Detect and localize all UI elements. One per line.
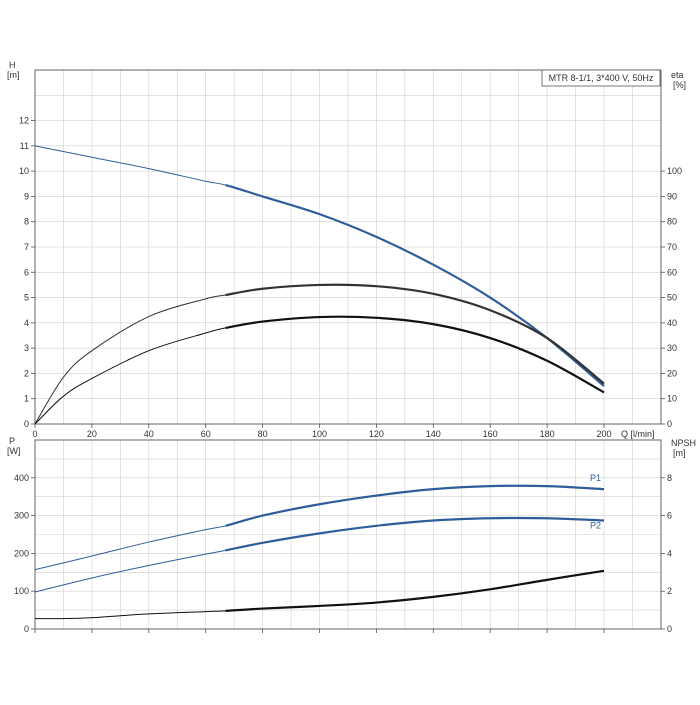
series-line-p1-operating	[225, 484, 605, 527]
y-right-axis-unit: [m]	[673, 448, 686, 458]
x-tick-label: 40	[144, 429, 154, 439]
x-tick-label: 0	[32, 429, 37, 439]
y-right-tick-label: 80	[667, 217, 677, 227]
y-left-axis-unit: [m]	[7, 70, 20, 80]
x-tick-label: 100	[312, 429, 327, 439]
x-tick-label: 140	[426, 429, 441, 439]
y-left-axis-label: P	[9, 436, 15, 446]
y-left-tick-label: 3	[24, 343, 29, 353]
x-tick-label: 80	[258, 429, 268, 439]
x-tick-label: 60	[201, 429, 211, 439]
y-right-tick-label: 60	[667, 267, 677, 277]
series-label-p2: P2	[590, 521, 601, 531]
chart-title-box	[541, 69, 661, 87]
chart-title: MTR 8-1/1, 3*400 V, 50Hz	[549, 73, 654, 83]
chart-panel-1	[31, 69, 665, 428]
y-right-tick-label: 40	[667, 318, 677, 328]
x-axis-label: Q [l/min]	[621, 429, 655, 439]
y-left-axis-label: H	[9, 60, 16, 70]
y-right-tick-label: 10	[667, 394, 677, 404]
chart-panel-2	[31, 439, 665, 633]
y-right-tick-label: 90	[667, 191, 677, 201]
y-left-tick-label: 0	[24, 624, 29, 634]
y-right-tick-label: 70	[667, 242, 677, 252]
y-left-tick-label: 12	[19, 116, 29, 126]
y-left-tick-label: 7	[24, 242, 29, 252]
y-right-tick-label: 2	[667, 586, 672, 596]
y-right-tick-label: 0	[667, 624, 672, 634]
y-left-tick-label: 10	[19, 166, 29, 176]
y-left-tick-label: 4	[24, 318, 29, 328]
series-label-p1: P1	[590, 473, 601, 483]
y-left-tick-label: 1	[24, 394, 29, 404]
series-line-series-3-operating	[225, 569, 605, 612]
y-right-tick-label: 100	[667, 166, 682, 176]
y-right-axis-label: NPSH	[671, 438, 696, 448]
y-left-tick-label: 400	[14, 473, 29, 483]
y-left-tick-label: 100	[14, 586, 29, 596]
y-left-tick-label: 200	[14, 548, 29, 558]
y-right-tick-label: 50	[667, 293, 677, 303]
y-right-tick-label: 0	[667, 419, 672, 429]
y-right-tick-label: 30	[667, 343, 677, 353]
y-left-tick-label: 8	[24, 217, 29, 227]
x-tick-label: 120	[369, 429, 384, 439]
y-left-axis-unit: [W]	[7, 446, 21, 456]
y-left-tick-label: 300	[14, 511, 29, 521]
y-left-tick-label: 11	[20, 141, 29, 151]
y-left-tick-label: 2	[24, 368, 29, 378]
series-line-p2-operating	[225, 516, 605, 552]
y-left-tick-label: 5	[24, 293, 29, 303]
plot-frame	[34, 439, 662, 630]
y-left-tick-label: 9	[24, 191, 29, 201]
series-line-series-2-operating	[225, 283, 605, 385]
y-left-tick-label: 0	[24, 419, 29, 429]
y-right-tick-label: 6	[667, 511, 672, 521]
y-right-axis-unit: [%]	[673, 80, 686, 90]
y-right-tick-label: 20	[667, 368, 677, 378]
x-tick-label: 160	[483, 429, 498, 439]
x-tick-label: 20	[87, 429, 97, 439]
x-tick-label: 180	[540, 429, 555, 439]
series-line-series-3-operating	[225, 315, 605, 394]
y-right-tick-label: 4	[667, 548, 672, 558]
y-left-tick-label: 6	[24, 267, 29, 277]
y-right-tick-label: 8	[667, 473, 672, 483]
y-right-axis-label: eta	[671, 70, 684, 80]
x-tick-label: 200	[596, 429, 611, 439]
